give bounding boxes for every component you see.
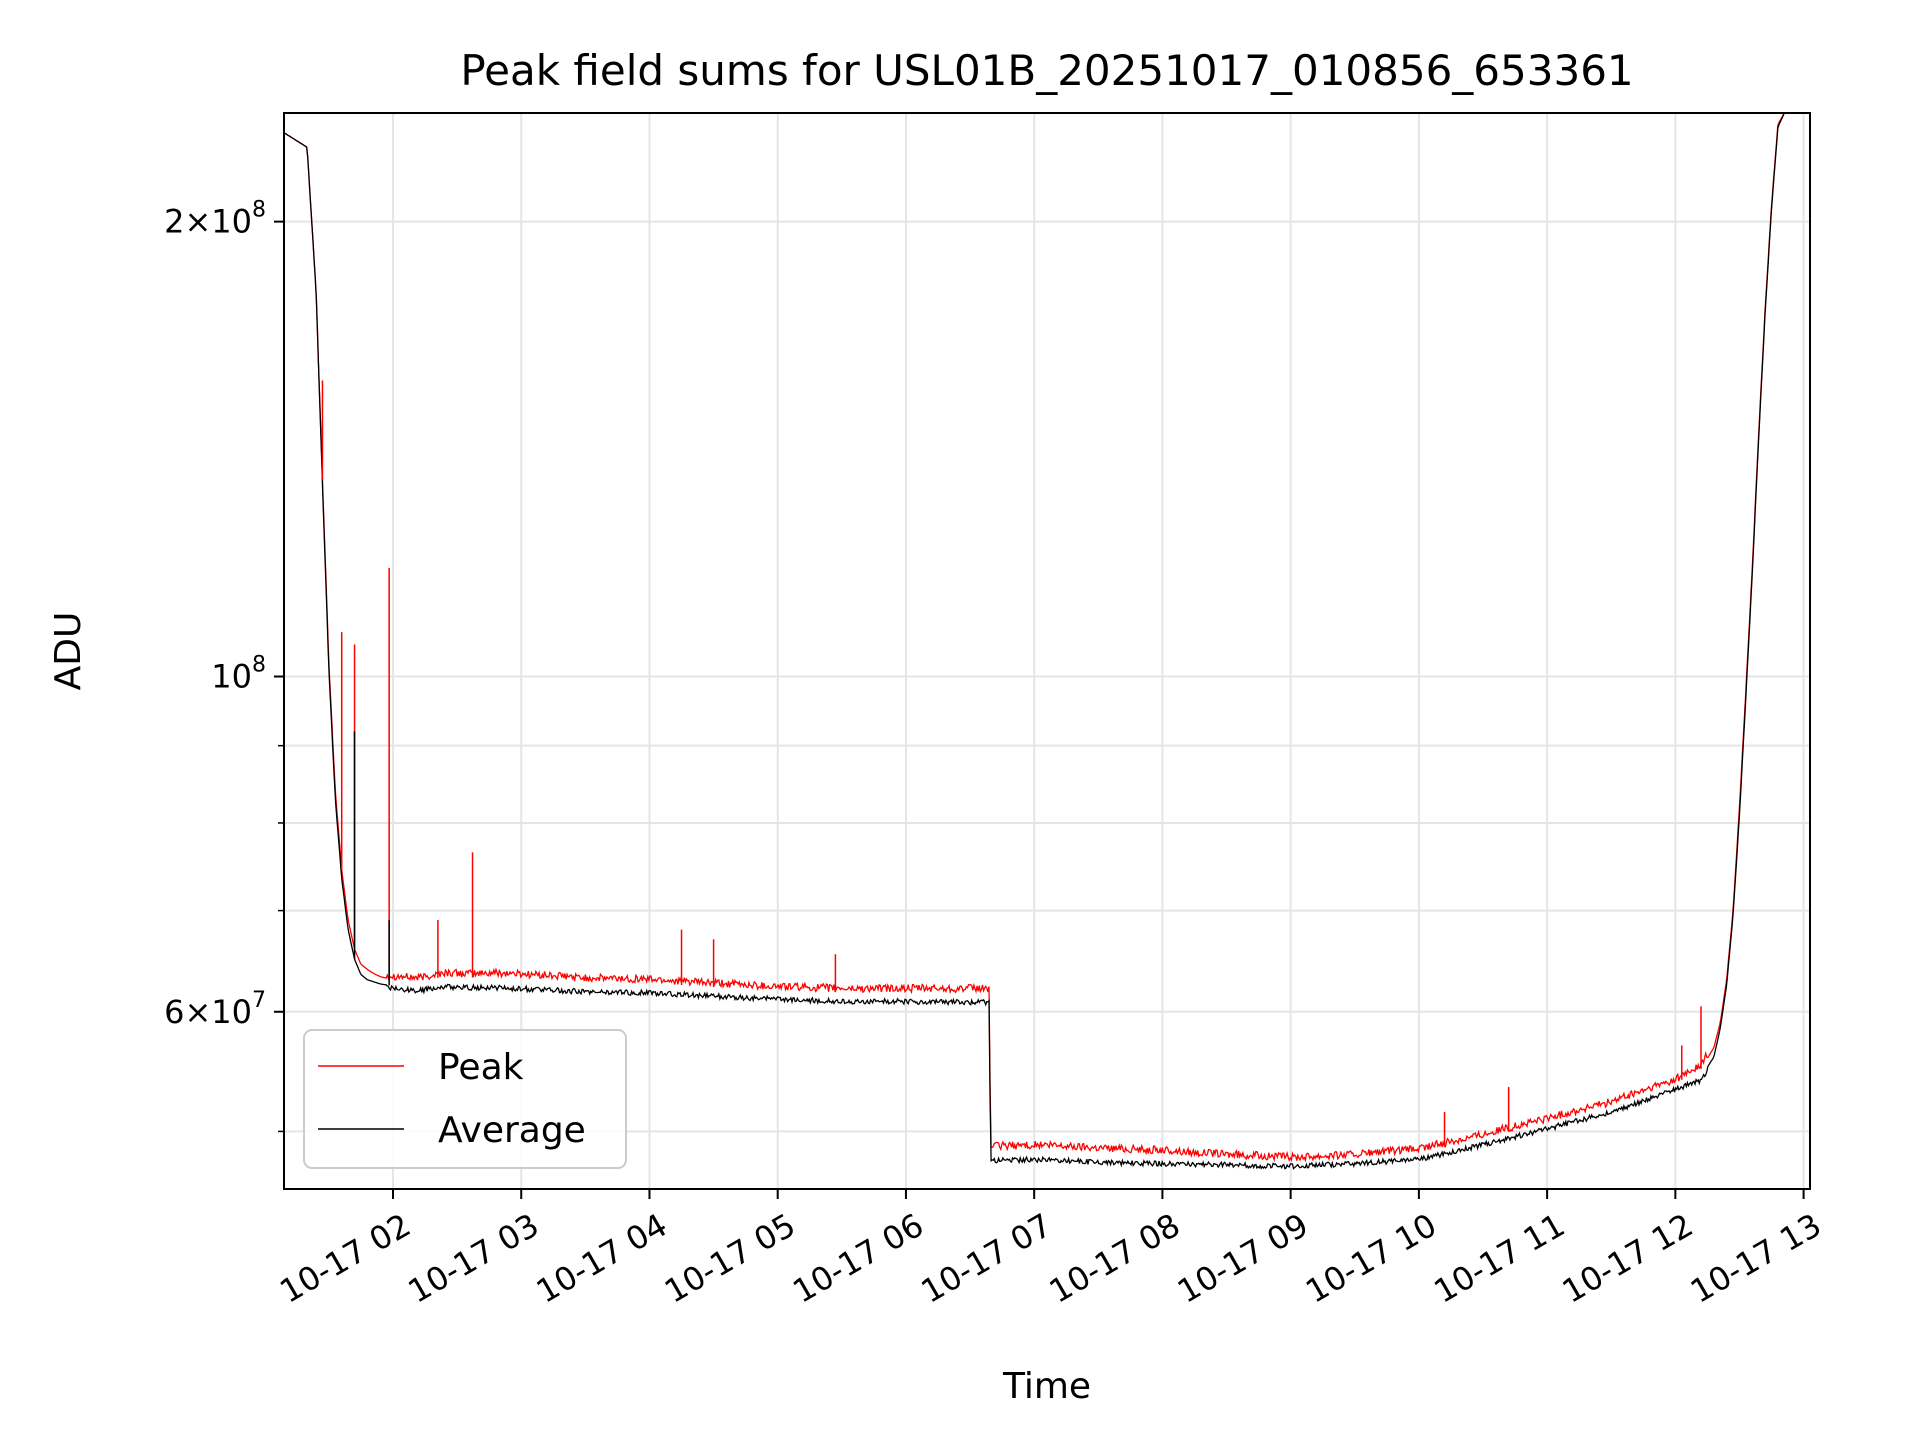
x-axis-label: Time [1002, 1366, 1091, 1407]
y-axis-label: ADU [48, 612, 89, 691]
y-tick-label: 2×108 [164, 198, 266, 241]
axes-frame [283, 112, 1811, 1190]
y-tick-label: 108 [211, 653, 266, 696]
legend-box [303, 1029, 627, 1169]
series-peak-line [284, 113, 1791, 1163]
legend-average-label: Average [438, 1110, 586, 1151]
plot-area [284, 113, 1791, 1170]
series-average-line [284, 113, 1791, 1170]
series-layer [284, 113, 1791, 1170]
chart-title: Peak field sums for USL01B_20251017_0108… [460, 46, 1633, 95]
grid [284, 113, 1810, 1189]
legend-peak-label: Peak [438, 1047, 524, 1088]
y-tick-label: 6×107 [164, 988, 266, 1031]
y-axis: 6×107 108 2×108 [164, 198, 284, 1133]
legend: Peak Average [303, 1029, 627, 1169]
